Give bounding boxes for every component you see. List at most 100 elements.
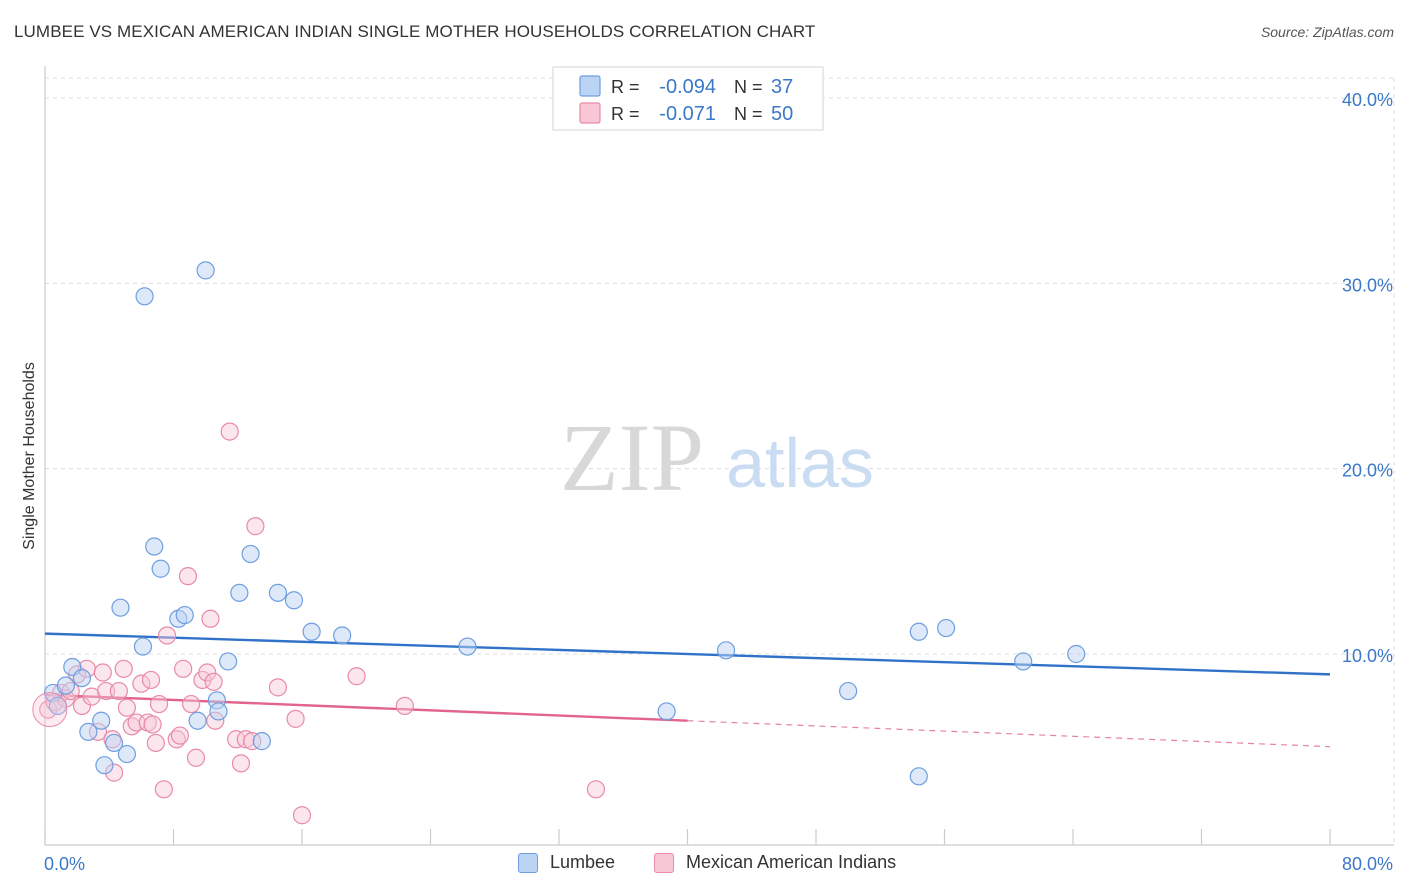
- point-mexican-american-indians: [186, 748, 206, 767]
- point-mexican-american-indians: [198, 663, 217, 682]
- stats-r-value: -0.071: [659, 103, 716, 125]
- point-lumbee: [56, 676, 75, 695]
- stats-legend: R = -0.094 N = 37 R = -0.071 N = 50: [552, 66, 824, 131]
- point-lumbee: [145, 537, 164, 556]
- mexican-swatch: [654, 852, 674, 873]
- point-lumbee: [219, 652, 238, 671]
- point-mexican-american-indians: [117, 698, 137, 717]
- axis-labels: 10.0% 20.0% 30.0% 40.0% 0.0% 80.0% Single Moth…: [21, 90, 1393, 874]
- trend-lines: [44, 632, 1331, 748]
- point-mexican-american-indians: [174, 659, 193, 678]
- point-mexican-american-indians: [220, 422, 239, 441]
- y-tick-label: 10.0%: [1342, 646, 1393, 666]
- trend-extension-mexican-american-indians: [687, 720, 1331, 748]
- point-mexican-american-indians: [395, 696, 414, 715]
- point-lumbee: [909, 622, 928, 641]
- x-tick-label-min: 0.0%: [44, 854, 85, 874]
- data-points: [32, 261, 1086, 825]
- point-mexican-american-indians: [114, 659, 133, 678]
- point-lumbee: [284, 591, 304, 610]
- point-lumbee: [92, 711, 111, 730]
- point-lumbee: [196, 261, 215, 280]
- point-mexican-american-indians: [178, 567, 198, 586]
- point-lumbee: [1067, 644, 1086, 664]
- point-lumbee: [72, 668, 92, 688]
- point-lumbee: [302, 622, 321, 641]
- point-lumbee: [111, 598, 130, 617]
- stats-r-label: R =: [611, 77, 640, 97]
- point-mexican-american-indians: [170, 726, 190, 745]
- watermark: ZIP atlas: [560, 404, 874, 511]
- legend-label-mexican-american-indians: Mexican American Indians: [686, 852, 897, 872]
- point-lumbee: [117, 744, 137, 764]
- point-mexican-american-indians: [93, 663, 112, 682]
- point-mexican-american-indians: [586, 780, 606, 799]
- axes: [44, 66, 1394, 846]
- watermark-atlas: atlas: [726, 424, 874, 502]
- point-mexican-american-indians: [154, 780, 173, 799]
- point-mexican-american-indians: [268, 678, 288, 697]
- point-mexican-american-indians: [157, 626, 177, 645]
- point-mexican-american-indians: [204, 672, 223, 691]
- point-lumbee: [175, 605, 194, 625]
- point-lumbee: [716, 641, 736, 660]
- stats-swatch-mexican-american-indians: [579, 102, 601, 124]
- point-mexican-american-indians: [96, 681, 116, 701]
- point-lumbee: [151, 559, 170, 578]
- y-tick-label: 40.0%: [1342, 90, 1393, 110]
- point-mexican-american-indians: [227, 730, 246, 749]
- point-lumbee: [268, 583, 288, 602]
- point-lumbee: [657, 702, 676, 721]
- point-mexican-american-indians: [141, 670, 161, 690]
- point-mexican-american-indians: [182, 694, 201, 714]
- point-lumbee: [209, 702, 228, 721]
- point-mexican-american-indians: [231, 754, 251, 773]
- point-mexican-american-indians: [201, 609, 220, 628]
- point-lumbee: [909, 767, 928, 786]
- point-lumbee: [135, 287, 154, 306]
- bottom-legend: Lumbee Mexican American Indians: [0, 852, 1406, 878]
- stats-n-label: N =: [734, 104, 763, 124]
- point-mexican-american-indians: [292, 806, 312, 825]
- point-lumbee: [95, 756, 114, 775]
- point-mexican-american-indians: [246, 517, 265, 536]
- gridlines: [45, 77, 1395, 845]
- point-lumbee: [1014, 652, 1033, 671]
- point-mexican-american-indians: [109, 681, 128, 701]
- x-tick-label-max: 80.0%: [1342, 854, 1393, 874]
- point-mexican-american-indians: [72, 696, 92, 715]
- point-mexican-american-indians: [143, 715, 162, 734]
- chart-title: LUMBEE VS MEXICAN AMERICAN INDIAN SINGLE…: [14, 22, 816, 41]
- point-lumbee: [937, 618, 956, 638]
- stats-swatch-lumbee: [579, 75, 601, 97]
- y-tick-label: 30.0%: [1342, 275, 1393, 295]
- point-lumbee: [230, 583, 249, 602]
- lumbee-swatch: [518, 852, 538, 873]
- point-lumbee: [333, 626, 352, 645]
- point-mexican-american-indians-cluster: [32, 692, 68, 728]
- point-lumbee: [458, 637, 477, 656]
- y-axis-label: Single Mother Households: [21, 362, 38, 550]
- source-credit: Source: ZipAtlas.com: [1260, 24, 1394, 40]
- stats-n-label: N =: [734, 77, 763, 97]
- point-mexican-american-indians: [286, 709, 305, 728]
- stats-r-label: R =: [611, 104, 640, 124]
- stats-r-value: -0.094: [659, 76, 716, 98]
- point-mexican-american-indians: [149, 694, 169, 714]
- legend-item-mexican-american-indians[interactable]: Mexican American Indians: [654, 852, 896, 873]
- point-mexican-american-indians: [146, 733, 165, 753]
- point-lumbee: [252, 732, 271, 751]
- stats-n-value: 37: [771, 76, 793, 98]
- trend-line-lumbee: [44, 632, 1331, 676]
- point-lumbee: [241, 544, 260, 564]
- point-mexican-american-indians: [132, 674, 151, 693]
- point-lumbee: [839, 681, 858, 701]
- legend-item-lumbee[interactable]: Lumbee: [518, 852, 615, 873]
- legend-label-lumbee: Lumbee: [550, 852, 616, 872]
- y-tick-label: 20.0%: [1342, 461, 1393, 481]
- point-lumbee: [133, 637, 153, 656]
- watermark-zip: ZIP: [560, 404, 704, 511]
- point-mexican-american-indians: [347, 667, 366, 686]
- point-lumbee: [79, 722, 98, 741]
